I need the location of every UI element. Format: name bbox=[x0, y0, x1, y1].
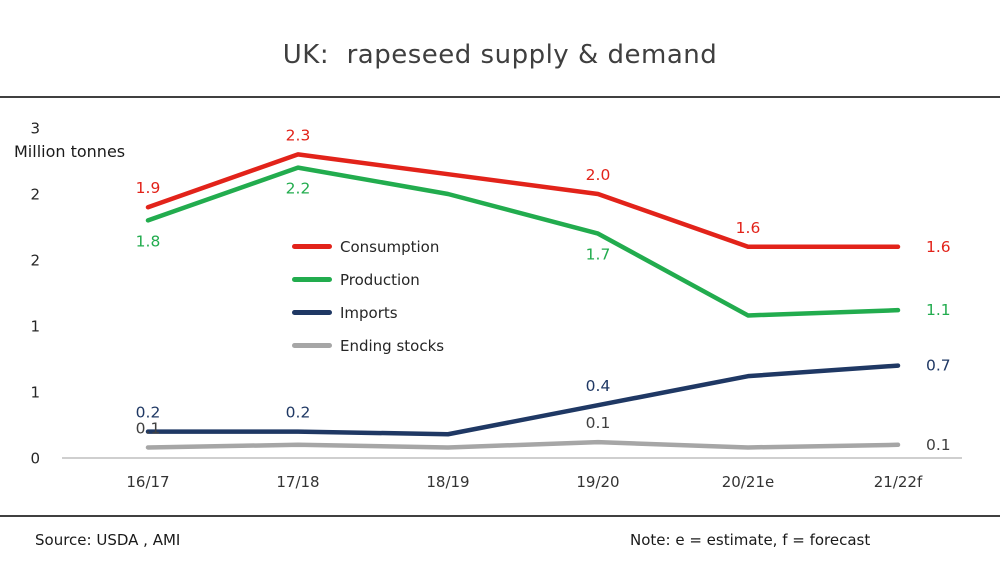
legend-swatch bbox=[292, 343, 332, 348]
legend-label: Consumption bbox=[340, 237, 440, 256]
x-axis-label: 19/20 bbox=[576, 473, 619, 491]
y-tick-label: 2 bbox=[30, 252, 40, 270]
note-text: Note: e = estimate, f = forecast bbox=[630, 531, 871, 549]
data-label: 1.8 bbox=[136, 232, 161, 250]
data-label: 1.7 bbox=[586, 246, 611, 264]
x-axis-label: 16/17 bbox=[126, 473, 169, 491]
x-axis-label: 17/18 bbox=[276, 473, 319, 491]
y-tick-label: 0 bbox=[30, 450, 40, 468]
y-tick-label: 1 bbox=[30, 384, 40, 402]
legend-item-ending-stocks: Ending stocks bbox=[292, 329, 444, 362]
data-label: 0.1 bbox=[926, 436, 951, 454]
y-tick-label: 1 bbox=[30, 318, 40, 336]
consumption-line bbox=[145, 152, 901, 250]
legend-item-production: Production bbox=[292, 263, 444, 296]
data-label: 0.2 bbox=[136, 404, 161, 422]
production-line bbox=[145, 165, 901, 318]
legend-item-consumption: Consumption bbox=[292, 230, 444, 263]
legend-swatch bbox=[292, 277, 332, 282]
bottom-divider bbox=[0, 515, 1000, 517]
legend-label: Production bbox=[340, 270, 420, 289]
legend-label: Ending stocks bbox=[340, 336, 445, 355]
imports-line bbox=[145, 363, 901, 437]
legend-item-imports: Imports bbox=[292, 296, 444, 329]
data-label: 0.7 bbox=[926, 357, 951, 375]
legend-label: Imports bbox=[340, 303, 398, 322]
y-axis-unit-label: Million tonnes bbox=[14, 142, 126, 161]
data-label: 2.3 bbox=[286, 126, 311, 144]
x-axis-label: 18/19 bbox=[426, 473, 469, 491]
source-text: Source: USDA , AMI bbox=[35, 531, 181, 549]
data-label: 1.6 bbox=[736, 219, 761, 237]
data-label: 0.1 bbox=[136, 419, 161, 437]
data-label: 0.1 bbox=[586, 414, 611, 432]
data-label: 1.9 bbox=[136, 179, 161, 197]
data-label: 1.6 bbox=[926, 238, 951, 256]
data-label: 2.0 bbox=[586, 166, 611, 184]
legend-swatch bbox=[292, 244, 332, 249]
data-label: 0.2 bbox=[286, 404, 311, 422]
chart-legend: Consumption Production Imports Ending stock… bbox=[292, 230, 444, 362]
y-tick-label: 2 bbox=[30, 186, 40, 204]
y-tick-label: 3 bbox=[30, 120, 40, 138]
x-axis-label: 21/22f bbox=[874, 473, 923, 491]
data-label: 0.4 bbox=[586, 377, 611, 395]
legend-swatch bbox=[292, 310, 332, 315]
x-axis-label: 20/21e bbox=[722, 473, 774, 491]
chart-title: UK: rapeseed supply & demand bbox=[282, 40, 718, 70]
top-divider bbox=[0, 96, 1000, 98]
ending-stocks-line bbox=[145, 439, 901, 450]
data-label: 1.1 bbox=[926, 301, 951, 319]
data-label: 2.2 bbox=[286, 180, 311, 198]
